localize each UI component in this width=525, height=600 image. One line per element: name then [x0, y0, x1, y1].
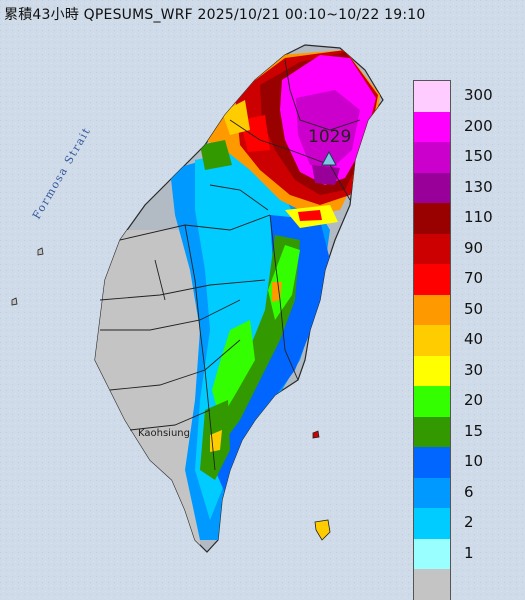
legend-swatch [414, 172, 450, 203]
legend-label: 6 [464, 482, 474, 501]
legend-label: 130 [464, 177, 493, 196]
legend-swatch [414, 264, 450, 295]
legend-label: 90 [464, 238, 484, 257]
legend-swatch [414, 142, 450, 173]
legend-label: 1 [464, 543, 474, 562]
legend-swatch [414, 447, 450, 478]
offshore-islands [11, 247, 331, 541]
max-station-marker [321, 150, 337, 166]
legend-swatch [414, 203, 450, 234]
legend-label: 30 [464, 360, 484, 379]
max-rainfall-label: 1029 [308, 127, 352, 147]
legend-label: 70 [464, 269, 484, 287]
legend-swatch [414, 386, 450, 417]
legend-swatch [414, 294, 450, 325]
legend-label: 10 [464, 452, 484, 470]
county-borders [99, 59, 361, 471]
color-legend [413, 80, 451, 600]
map-title: 累積43小時 QPESUMS_WRF 2025/10/21 00:10~10/2… [4, 7, 426, 23]
legend-swatch [414, 233, 450, 264]
legend-swatch [414, 325, 450, 356]
legend-swatch [414, 111, 450, 142]
legend-swatch [414, 508, 450, 539]
legend-label: 40 [464, 330, 484, 348]
legend-label: 50 [464, 299, 484, 318]
legend-label: 15 [464, 421, 484, 440]
legend-swatch [414, 477, 450, 508]
city-label: Kaohsiung [138, 428, 190, 439]
legend-swatch [414, 416, 450, 447]
legend-label: 110 [464, 208, 493, 226]
legend-swatch [414, 81, 450, 112]
legend-label: 150 [464, 147, 493, 165]
legend-label: 2 [464, 513, 474, 531]
legend-label: 200 [464, 116, 493, 135]
legend-label: 20 [464, 391, 484, 409]
legend-swatch [414, 355, 450, 386]
legend-swatch [414, 538, 450, 569]
legend-label: 300 [464, 86, 493, 104]
rainfall-layers [95, 50, 380, 552]
legend-swatch [414, 569, 450, 600]
